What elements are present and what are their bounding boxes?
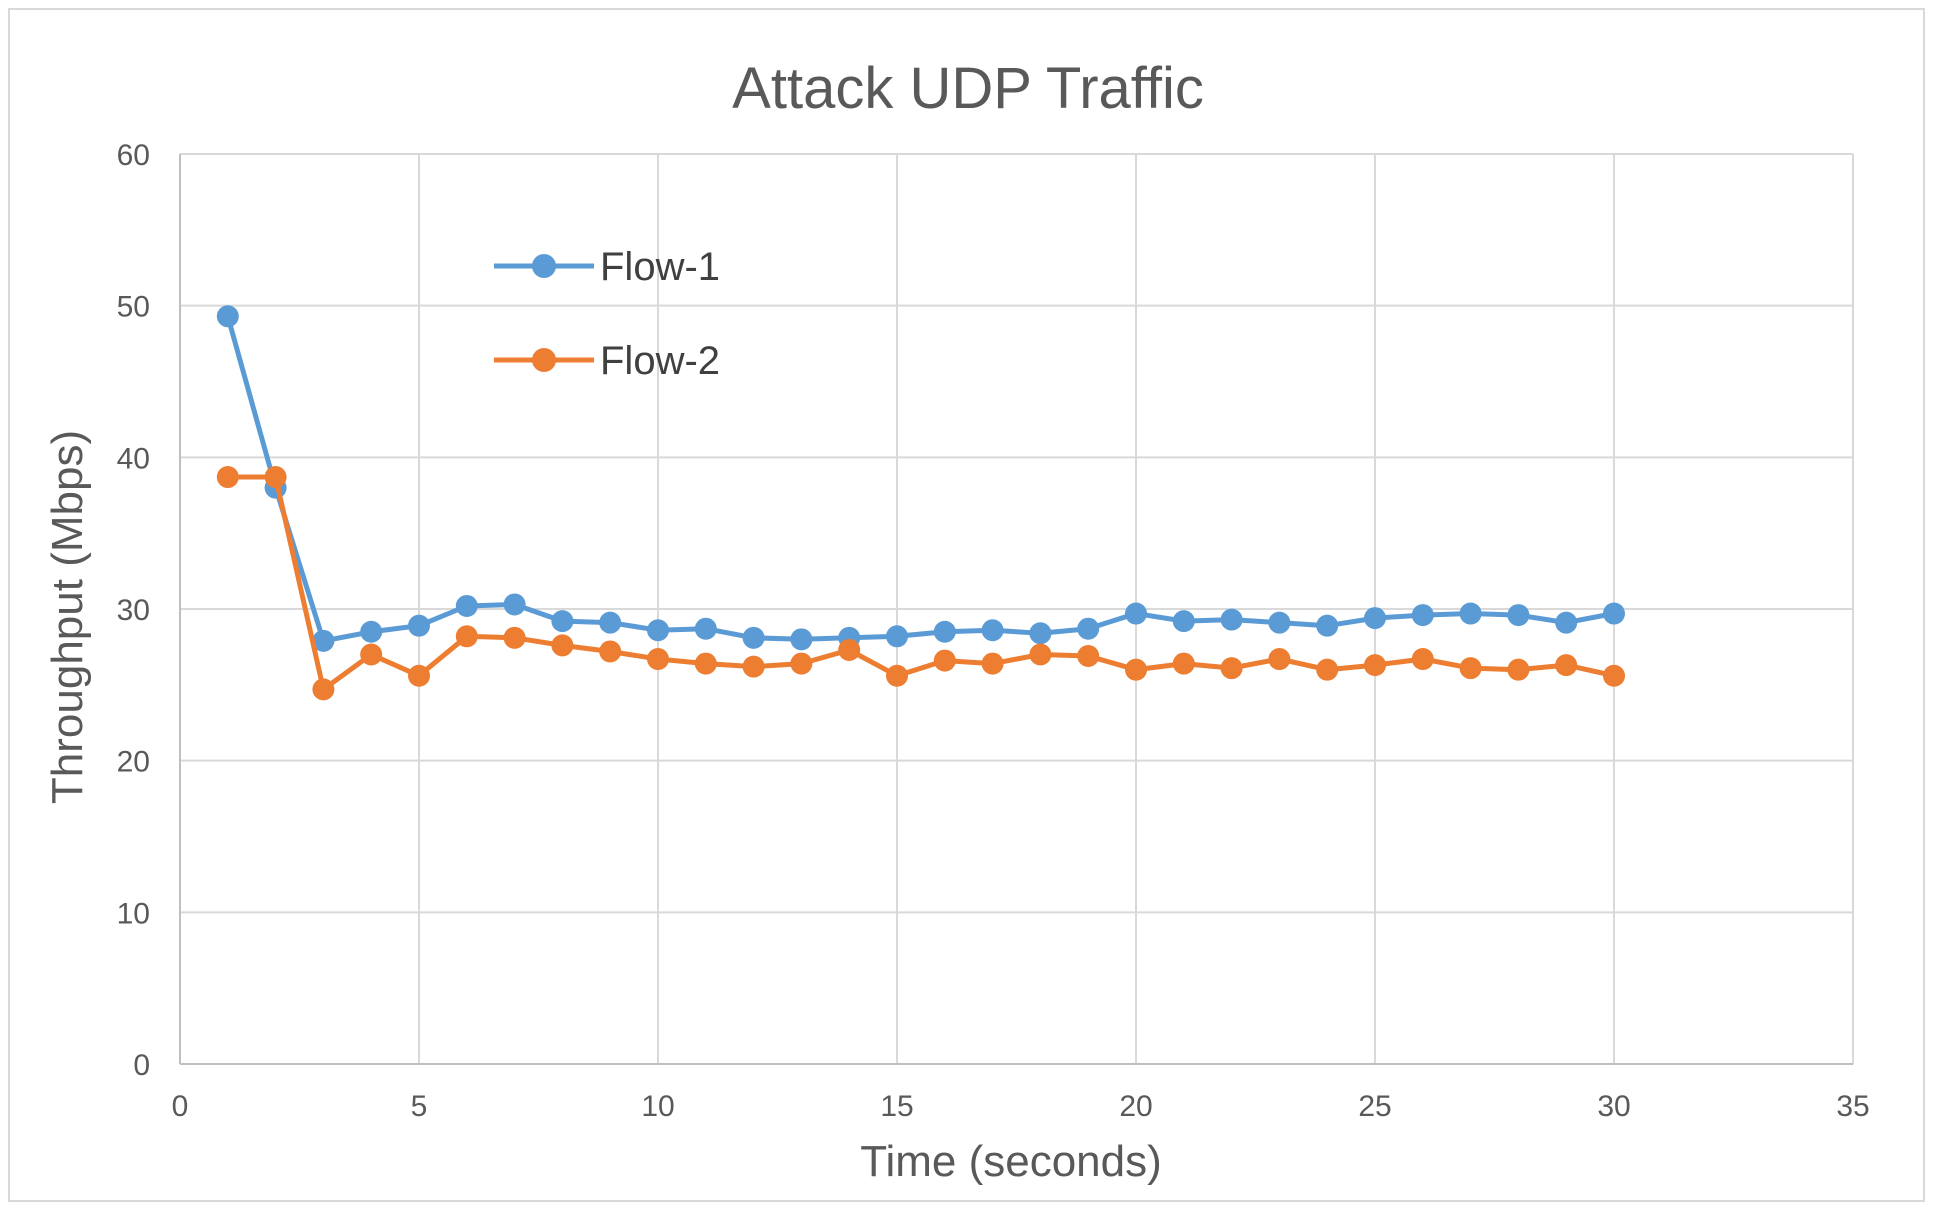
- x-tick-label: 25: [1358, 1090, 1391, 1123]
- data-point-flow-1: [1411, 604, 1434, 627]
- legend-item-flow-2: Flow-2: [494, 339, 720, 383]
- data-point-flow-1: [1459, 602, 1482, 625]
- data-point-flow-1: [1316, 614, 1339, 637]
- data-point-flow-2: [1220, 657, 1243, 680]
- legend-item-flow-1: Flow-1: [494, 245, 720, 289]
- y-tick-label: 40: [117, 442, 150, 475]
- data-point-flow-1: [790, 628, 813, 651]
- series-lines: [216, 305, 1625, 701]
- y-axis-label: Throughput (Mbps): [43, 430, 92, 804]
- data-point-flow-2: [1364, 654, 1386, 677]
- x-tick-label: 35: [1836, 1090, 1869, 1123]
- legend-marker-flow-1: [532, 254, 556, 278]
- data-point-flow-1: [647, 619, 669, 642]
- x-tick-label: 5: [411, 1090, 428, 1123]
- chart-title: Attack UDP Traffic: [732, 56, 1204, 121]
- data-point-flow-1: [1077, 617, 1100, 640]
- series-line-flow-2: [227, 474, 1615, 692]
- data-point-flow-1: [933, 620, 956, 643]
- y-tick-label: 60: [117, 139, 150, 172]
- data-point-flow-2: [216, 466, 239, 489]
- data-point-flow-2: [1507, 658, 1530, 681]
- data-point-flow-1: [981, 619, 1004, 642]
- data-point-flow-1: [1220, 608, 1243, 631]
- data-point-flow-1: [742, 626, 765, 649]
- data-point-flow-1: [1125, 602, 1147, 625]
- data-point-flow-1: [1172, 610, 1195, 633]
- data-point-flow-1: [1603, 602, 1625, 625]
- data-point-flow-1: [551, 610, 574, 633]
- data-point-flow-1: [1555, 611, 1578, 634]
- data-point-flow-1: [886, 625, 908, 648]
- x-tick-label: 30: [1597, 1090, 1630, 1123]
- data-point-flow-2: [694, 652, 717, 675]
- data-point-flow-2: [981, 652, 1004, 675]
- series-flow-1: [216, 305, 1625, 652]
- gridlines: [180, 153, 1854, 1064]
- data-point-flow-1: [1507, 604, 1530, 627]
- series-line-flow-1: [225, 315, 1615, 644]
- data-point-flow-2: [408, 664, 430, 687]
- data-point-flow-2: [264, 466, 287, 489]
- data-point-flow-2: [886, 664, 908, 687]
- data-point-flow-2: [1172, 652, 1195, 675]
- tick-labels: 0 10 20 30 40 50 60 0 5 10 15 20 25 30 35: [117, 139, 1870, 1123]
- data-point-flow-2: [360, 643, 383, 666]
- y-tick-label: 20: [117, 746, 150, 779]
- data-point-flow-2: [838, 638, 861, 661]
- data-point-flow-2: [1029, 643, 1052, 666]
- data-point-flow-2: [599, 640, 622, 663]
- legend: Flow-1 Flow-2: [494, 245, 720, 383]
- data-point-flow-2: [1077, 645, 1100, 668]
- data-point-flow-1: [216, 305, 239, 328]
- chart-frame: Attack UDP Traffic 0 10 20 30 40 50 60 0 5 10 15 20…: [8, 8, 1925, 1202]
- data-point-flow-2: [1411, 648, 1434, 671]
- data-point-flow-1: [503, 593, 526, 616]
- data-point-flow-2: [312, 678, 335, 701]
- y-tick-label: 30: [117, 594, 150, 627]
- data-point-flow-2: [790, 652, 813, 675]
- data-point-flow-1: [408, 614, 430, 637]
- y-tick-label: 50: [117, 291, 150, 324]
- data-point-flow-2: [1125, 658, 1147, 681]
- data-point-flow-1: [1268, 611, 1291, 634]
- data-point-flow-2: [1316, 658, 1339, 681]
- data-point-flow-1: [455, 594, 478, 617]
- data-point-flow-1: [694, 617, 717, 640]
- legend-marker-flow-2: [532, 348, 556, 372]
- data-point-flow-2: [551, 634, 574, 657]
- data-point-flow-2: [647, 648, 669, 671]
- data-point-flow-2: [503, 626, 526, 649]
- series-flow-2: [216, 466, 1625, 701]
- data-point-flow-1: [1029, 622, 1052, 645]
- data-point-flow-2: [1555, 654, 1578, 677]
- x-tick-label: 0: [172, 1090, 189, 1123]
- data-point-flow-2: [1459, 657, 1482, 680]
- x-tick-label: 10: [641, 1090, 674, 1123]
- data-point-flow-2: [933, 649, 956, 672]
- data-point-flow-1: [360, 620, 383, 643]
- data-point-flow-1: [1364, 607, 1386, 630]
- y-tick-label: 0: [133, 1049, 150, 1082]
- data-point-flow-2: [455, 625, 478, 648]
- legend-label-flow-1: Flow-1: [600, 245, 720, 289]
- legend-label-flow-2: Flow-2: [600, 339, 720, 383]
- data-point-flow-1: [312, 629, 335, 652]
- x-tick-label: 20: [1119, 1090, 1152, 1123]
- data-point-flow-2: [1603, 664, 1625, 687]
- axes: [179, 154, 1853, 1065]
- data-point-flow-1: [599, 611, 622, 634]
- data-point-flow-2: [1268, 648, 1291, 671]
- x-tick-label: 15: [880, 1090, 913, 1123]
- data-point-flow-2: [742, 655, 765, 678]
- x-axis-label: Time (seconds): [860, 1137, 1162, 1186]
- line-chart: Attack UDP Traffic 0 10 20 30 40 50 60 0 5 10 15 20…: [43, 56, 1870, 1186]
- y-tick-label: 10: [117, 897, 150, 930]
